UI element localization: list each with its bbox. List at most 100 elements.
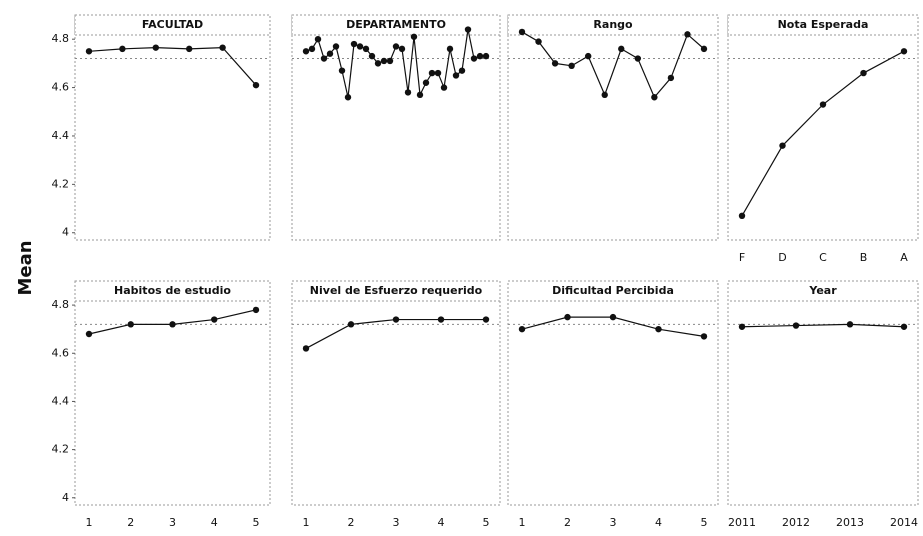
y-tick-label: 4.4 — [52, 394, 70, 407]
panel — [74, 280, 271, 506]
x-tick-label: 4 — [438, 516, 445, 529]
x-tick-label: 2013 — [836, 516, 864, 529]
data-point — [308, 45, 316, 53]
x-tick-label: A — [900, 251, 908, 264]
panel-title-box — [727, 14, 919, 36]
data-point — [332, 43, 340, 50]
data-point — [219, 44, 226, 51]
series-line — [741, 323, 905, 328]
panel — [727, 14, 919, 241]
data-point — [404, 89, 412, 96]
panel-title-box — [727, 280, 919, 302]
y-tick-label: 4 — [62, 491, 69, 504]
data-point — [380, 57, 388, 65]
data-point — [700, 45, 708, 53]
panel-title: Habitos de estudio — [114, 284, 231, 297]
panel-title: DEPARTAMENTO — [346, 18, 446, 31]
y-tick-label: 4.2 — [52, 443, 70, 456]
x-tick-label: F — [739, 251, 745, 264]
data-point — [326, 50, 334, 57]
x-tick-label: 3 — [393, 516, 400, 529]
data-point — [392, 43, 400, 50]
x-tick-label: 3 — [169, 516, 176, 529]
x-tick-label: 2 — [564, 516, 571, 529]
data-point — [252, 81, 260, 89]
data-point — [440, 84, 448, 91]
panel-title-box — [291, 280, 501, 302]
data-point — [792, 322, 800, 329]
panel-title: FACULTAD — [142, 18, 203, 31]
x-tick-label: 4 — [655, 516, 662, 529]
data-point — [518, 325, 526, 333]
data-point — [667, 74, 675, 82]
y-axis-label: Mean — [15, 240, 36, 295]
panel-title-box — [507, 280, 719, 302]
series-line — [741, 50, 905, 217]
x-tick-label: 1 — [86, 516, 93, 529]
x-tick-label: 2011 — [728, 516, 756, 529]
data-point — [416, 91, 424, 99]
data-point — [564, 313, 571, 321]
y-tick-label: 4.4 — [52, 129, 70, 142]
data-point — [535, 38, 542, 45]
x-tick-label: 2012 — [782, 516, 810, 529]
panel-title-box — [74, 14, 271, 36]
panel-title: Year — [808, 284, 837, 297]
panel — [727, 280, 919, 506]
x-tick-label: 2 — [348, 516, 355, 529]
x-tick-label: 1 — [303, 516, 310, 529]
y-tick-label: 4 — [62, 226, 69, 239]
data-point — [347, 321, 355, 328]
data-point — [85, 48, 93, 55]
panel-title: Nota Esperada — [778, 18, 869, 31]
panel-title-box — [291, 14, 501, 36]
data-point — [211, 316, 218, 323]
data-point — [609, 313, 617, 321]
panel-title-box — [507, 14, 719, 36]
data-point — [350, 40, 358, 48]
data-point — [900, 323, 908, 330]
series-line — [521, 31, 705, 99]
series-line — [88, 47, 257, 86]
data-point — [738, 212, 746, 220]
data-point — [470, 55, 478, 62]
data-point — [568, 62, 575, 70]
panel-title: Rango — [593, 18, 633, 31]
data-point — [860, 69, 867, 77]
data-point — [368, 52, 376, 60]
x-tick-label: 2 — [127, 516, 134, 529]
data-point — [374, 60, 382, 67]
data-point — [819, 101, 827, 108]
data-point — [900, 48, 908, 55]
data-point — [392, 316, 400, 323]
y-tick-label: 4.6 — [52, 346, 70, 359]
data-point — [779, 142, 786, 149]
data-point — [186, 45, 193, 53]
data-point — [655, 325, 662, 333]
data-point — [700, 333, 708, 340]
data-point — [169, 321, 176, 328]
data-point — [684, 31, 691, 38]
y-tick-label: 4.6 — [52, 81, 70, 94]
data-point — [362, 45, 370, 53]
data-point — [618, 45, 625, 53]
data-point — [302, 48, 310, 55]
x-tick-label: C — [819, 251, 827, 264]
data-point — [320, 55, 328, 62]
data-point — [252, 306, 260, 314]
x-tick-label: 5 — [701, 516, 708, 529]
data-point — [601, 91, 608, 99]
y-tick-label: 4.8 — [52, 298, 70, 311]
data-point — [338, 67, 346, 74]
data-point — [410, 33, 418, 40]
data-point — [85, 330, 93, 338]
data-point — [551, 60, 559, 67]
panel — [291, 280, 501, 506]
data-point — [452, 72, 460, 79]
data-point — [651, 94, 658, 101]
series-line — [305, 29, 486, 98]
data-point — [127, 321, 134, 328]
data-point — [476, 52, 484, 60]
data-point — [584, 52, 592, 60]
